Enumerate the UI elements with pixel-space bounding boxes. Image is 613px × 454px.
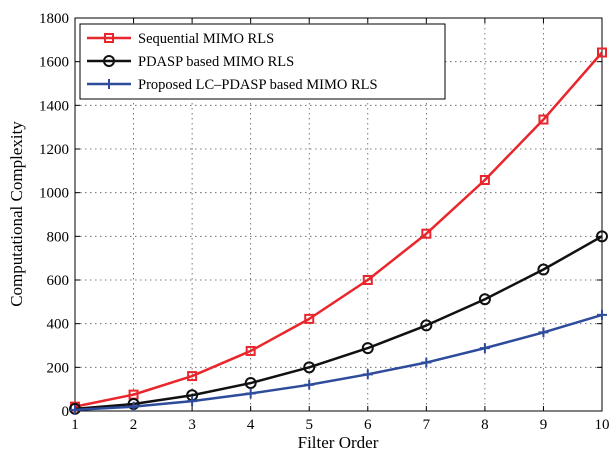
- plot-frame: [74, 17, 603, 412]
- series-2: [69, 230, 608, 415]
- y-tick-label: 1000: [39, 186, 69, 202]
- data-point: [303, 361, 316, 374]
- x-axis-label: Filter Order: [298, 433, 379, 452]
- data-point: [421, 228, 432, 239]
- y-tick-label: 1600: [39, 55, 69, 71]
- data-point: [128, 401, 139, 412]
- data-point: [597, 47, 607, 58]
- data-point: [479, 343, 490, 354]
- legend-label: Proposed LC–PDASP based MIMO RLS: [138, 77, 378, 93]
- data-point: [245, 388, 256, 399]
- tick-layer: 1 2 3 4 5 6 7 8 9 10 0 200 400 600 800 1000 1200 1400 1600…: [39, 11, 610, 433]
- legend: Sequential MIMO RLS PDASP based MIMO RLS P…: [79, 23, 446, 100]
- y-tick-label: 800: [47, 229, 70, 245]
- series-1: [70, 47, 607, 412]
- data-point: [478, 293, 491, 306]
- y-tick-label: 400: [47, 317, 70, 333]
- data-point: [538, 114, 549, 125]
- y-tick-label: 600: [47, 273, 70, 289]
- data-point: [245, 345, 256, 356]
- data-point: [420, 319, 433, 332]
- series-3: [70, 309, 607, 415]
- x-tick-label: 1: [71, 417, 79, 433]
- data-point: [187, 396, 198, 407]
- series-line: [74, 51, 603, 408]
- legend-swatch-marker: [104, 33, 114, 43]
- data-point: [538, 327, 549, 338]
- legend-swatch-marker: [103, 55, 115, 67]
- data-point: [244, 377, 257, 390]
- legend-label: Sequential MIMO RLS: [138, 31, 274, 47]
- series-line: [74, 313, 603, 412]
- legend-item: Proposed LC–PDASP based MIMO RLS: [87, 77, 378, 93]
- legend-label: PDASP based MIMO RLS: [138, 54, 294, 70]
- legend-item: Sequential MIMO RLS: [87, 31, 274, 47]
- legend-box: [79, 23, 446, 100]
- x-tick-label: 3: [188, 417, 196, 433]
- y-tick-label: 1800: [39, 11, 69, 27]
- x-tick-label: 4: [247, 417, 255, 433]
- data-point: [361, 342, 374, 355]
- y-tick-label: 0: [62, 404, 70, 420]
- data-point: [187, 371, 198, 382]
- data-point: [596, 230, 608, 243]
- data-point: [597, 309, 607, 320]
- x-tick-label: 2: [130, 417, 138, 433]
- data-point: [70, 404, 80, 415]
- legend-swatch-marker: [104, 79, 114, 89]
- legend-item: PDASP based MIMO RLS: [87, 54, 294, 70]
- data-point: [304, 313, 315, 324]
- x-tick-label: 6: [364, 417, 372, 433]
- series-line: [74, 235, 603, 411]
- data-point: [304, 379, 315, 390]
- data-point: [362, 369, 373, 380]
- x-tick-label: 5: [305, 417, 313, 433]
- data-point: [479, 175, 490, 186]
- x-tick-label: 7: [423, 417, 431, 433]
- data-point: [362, 275, 373, 285]
- x-tick-label: 9: [540, 417, 548, 433]
- data-point: [421, 357, 432, 368]
- y-tick-label: 1200: [39, 142, 69, 158]
- y-tick-label: 200: [47, 360, 70, 376]
- data-point: [537, 263, 550, 276]
- y-axis-label: Computational Complexity: [7, 121, 26, 307]
- x-tick-label: 10: [595, 417, 610, 433]
- x-tick-label: 8: [481, 417, 489, 433]
- series-layer: [69, 47, 608, 415]
- y-tick-label: 1400: [39, 98, 69, 114]
